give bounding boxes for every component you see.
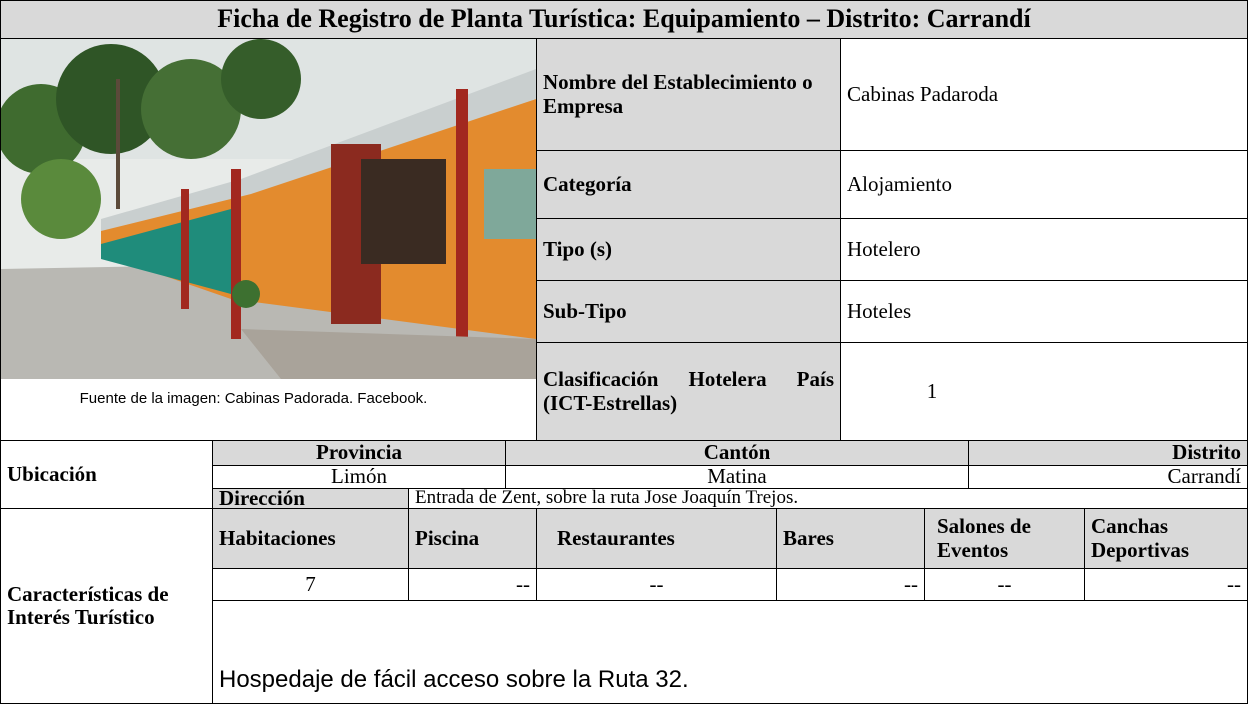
feature-value: -- (924, 568, 1085, 601)
detail-value: Cabinas Padaroda (840, 38, 1248, 151)
detail-value: Hoteles (840, 280, 1248, 343)
location-header: Cantón (505, 440, 969, 466)
detail-label: Tipo (s) (536, 218, 841, 281)
detail-value: Hotelero (840, 218, 1248, 281)
location-label: Ubicación (0, 440, 213, 509)
feature-header: Canchas Deportivas (1084, 508, 1248, 569)
location-header: Distrito (968, 440, 1248, 466)
detail-label: Sub-Tipo (536, 280, 841, 343)
detail-value: Alojamiento (840, 150, 1248, 219)
address-value: Entrada de Zent, sobre la ruta Jose Joaq… (408, 488, 1248, 509)
detail-value: 1 (840, 342, 1248, 441)
feature-header: Piscina (408, 508, 537, 569)
feature-value: 7 (212, 568, 409, 601)
title: Ficha de Registro de Planta Turística: E… (0, 0, 1248, 39)
location-header: Provincia (212, 440, 506, 466)
location-value: Limón (212, 465, 506, 489)
feature-header: Restaurantes (536, 508, 777, 569)
feature-header: Salones de Eventos (924, 508, 1085, 569)
feature-value: -- (536, 568, 777, 601)
detail-label: Categoría (536, 150, 841, 219)
features-label: Características de Interés Turístico (0, 508, 213, 704)
detail-label: Nombre del Establecimiento o Empresa (536, 38, 841, 151)
feature-value: -- (408, 568, 537, 601)
feature-description: Hospedaje de fácil acceso sobre la Ruta … (212, 600, 1248, 704)
photo-caption: Fuente de la imagen: Cabinas Padorada. F… (79, 390, 428, 407)
detail-label: Clasificación Hotelera País (ICT-Estrell… (536, 342, 841, 441)
feature-header: Habitaciones (212, 508, 409, 569)
photo-cell: Fuente de la imagen: Cabinas Padorada. F… (0, 38, 537, 441)
address-label: Dirección (212, 488, 409, 509)
feature-value: -- (1084, 568, 1248, 601)
photo (1, 39, 536, 379)
feature-header: Bares (776, 508, 925, 569)
feature-value: -- (776, 568, 925, 601)
location-value: Carrandí (968, 465, 1248, 489)
location-value: Matina (505, 465, 969, 489)
